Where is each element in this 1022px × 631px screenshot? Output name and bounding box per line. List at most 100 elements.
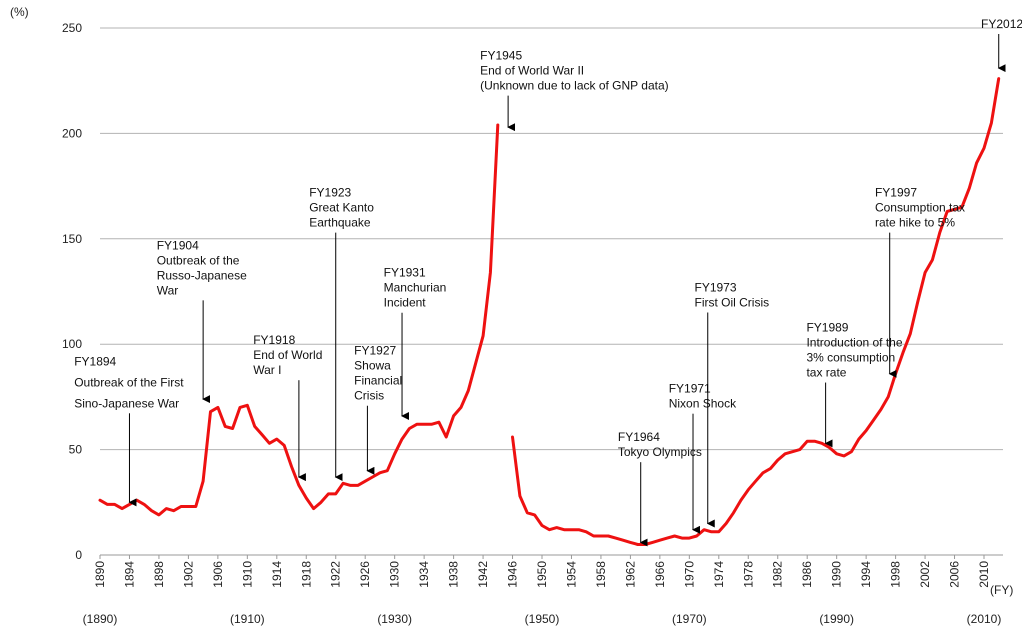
x-tick-label: 1954 [564, 561, 578, 588]
annotation-text: FY2012 [981, 17, 1022, 31]
annotation-text: Consumption tax [875, 201, 965, 215]
x-tick-label: 1910 [240, 561, 254, 588]
x-tick-label: 2010 [977, 561, 991, 588]
annotations: FY1894 Outbreak of the First Sino-Japanese… [74, 17, 1022, 547]
annotation-fy1894: FY1894 Outbreak of the First Sino-Japanese… [74, 354, 184, 507]
y-axis-unit: (%) [10, 5, 29, 19]
x-tick-label: 1906 [211, 561, 225, 588]
annotation-text: rate hike to 5% [875, 216, 955, 230]
annotation-text: Nixon Shock [669, 397, 737, 411]
y-tick-label: 250 [62, 21, 82, 35]
x-tick-label: 1942 [476, 561, 490, 588]
x-tick-label: 1986 [800, 561, 814, 588]
x-tick-label: 1926 [358, 561, 372, 588]
annotation-text: Earthquake [309, 216, 371, 230]
x-tick-label: 1914 [270, 561, 284, 588]
annotation-text: End of World [253, 348, 322, 362]
x-tick-label: 1946 [506, 561, 520, 588]
x-tick-label: 1894 [122, 561, 136, 588]
y-tick-label: 50 [69, 443, 83, 457]
annotation-text: FY1904 [157, 238, 199, 252]
x-tick-label: 1990 [830, 561, 844, 588]
x-tick-label: 1890 [93, 561, 107, 588]
y-tick-label: 100 [62, 337, 82, 351]
annotation-text: FY1927 [354, 344, 396, 358]
y-tick-label: 0 [75, 548, 82, 562]
x-tick-label: 1994 [859, 561, 873, 588]
y-tick-labels: 0 50 100 150 200 250 [62, 21, 82, 562]
annotation-text: Incident [384, 296, 427, 310]
x-tick-label: 1974 [712, 561, 726, 588]
annotation-text: FY1894 [74, 354, 116, 368]
annotation-text: War [157, 283, 179, 297]
annotation-text: Financial [354, 374, 402, 388]
x-axis-unit: (FY) [990, 583, 1013, 597]
x-tick-label: 1962 [623, 561, 637, 588]
calendar-year-label: (2010) [967, 612, 1002, 626]
annotation-text: (Unknown due to lack of GNP data) [480, 79, 669, 93]
x-tick-label: 1918 [299, 561, 313, 588]
x-tick-label: 2006 [948, 561, 962, 588]
calendar-year-label: (1890) [83, 612, 118, 626]
calendar-year-labels: (1890) (1910) (1930) (1950) (1970) (1990) (201… [83, 612, 1002, 626]
x-tick-label: 1934 [417, 561, 431, 588]
calendar-year-label: (1970) [672, 612, 707, 626]
annotation-text: Outbreak of the [157, 253, 240, 267]
y-tick-label: 150 [62, 232, 82, 246]
series-line-segment-1 [98, 123, 500, 517]
annotation-text: tax rate [806, 366, 846, 380]
annotation-text: FY1964 [618, 430, 660, 444]
x-tick-label: 1902 [181, 561, 195, 588]
calendar-year-label: (1950) [525, 612, 560, 626]
annotation-text: 3% consumption [806, 351, 895, 365]
x-tick-label: 2002 [918, 561, 932, 588]
annotation-text: End of World War II [480, 64, 584, 78]
annotation-text: Crisis [354, 389, 384, 403]
annotation-text: Russo-Japanese [157, 268, 247, 282]
annotation-text: Sino-Japanese War [74, 396, 179, 410]
annotation-text: FY1997 [875, 186, 917, 200]
calendar-year-label: (1930) [377, 612, 412, 626]
x-tick-label: 1922 [329, 561, 343, 588]
x-tick-label: 1998 [889, 561, 903, 588]
annotation-text: Manchurian [384, 281, 447, 295]
annotation-text: FY1945 [480, 49, 522, 63]
calendar-year-label: (1990) [819, 612, 854, 626]
x-tick-label: 1930 [388, 561, 402, 588]
annotation-text: FY1971 [669, 382, 711, 396]
data-lines [98, 77, 1001, 546]
annotation-text: Outbreak of the First [74, 375, 184, 389]
annotation-text: FY1923 [309, 186, 351, 200]
x-tick-label: 1978 [741, 561, 755, 588]
x-tick-label: 1898 [152, 561, 166, 588]
annotation-text: FY1918 [253, 333, 295, 347]
annotation-text: FY1931 [384, 266, 426, 280]
x-tick-label: 1958 [594, 561, 608, 588]
x-tick-label: 1970 [682, 561, 696, 588]
x-tick-label: 1966 [653, 561, 667, 588]
y-tick-label: 200 [62, 126, 82, 140]
x-tick-label: 1950 [535, 561, 549, 588]
annotation-text: First Oil Crisis [694, 296, 769, 310]
x-tick-label: 1982 [771, 561, 785, 588]
annotation-text: Tokyo Olympics [618, 445, 702, 459]
annotation-text: Introduction of the [806, 336, 902, 350]
annotation-text: War I [253, 363, 281, 377]
series-line-segment-2 [511, 77, 1001, 546]
annotation-text: FY1973 [694, 281, 736, 295]
annotation-text: FY1989 [806, 321, 848, 335]
x-tick-labels: 1890 1894 1898 1902 1906 1910 1914 1918 1922 1926… [93, 555, 991, 588]
calendar-year-label: (1910) [230, 612, 265, 626]
